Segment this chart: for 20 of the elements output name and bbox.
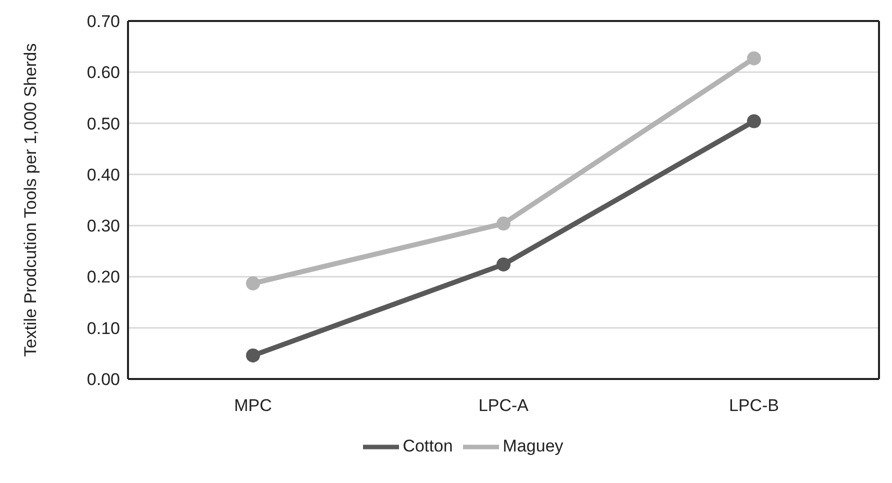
y-tick-label: 0.50 [86,114,120,134]
y-axis-title: Textile Prodcution Tools per 1,000 Sherds [21,43,40,357]
point [246,276,260,290]
y-tick-label: 0.20 [86,268,120,287]
y-tick-label: 0.70 [86,12,120,32]
point [246,348,260,362]
point [747,114,761,128]
x-tick-label: LPC-B [728,396,780,416]
point [496,257,510,272]
legend-label: Maguey [502,436,564,456]
legend-label: Cotton [402,436,453,456]
y-tick-label: 0.10 [86,318,120,338]
point [747,51,761,66]
y-tick-label: 0.40 [86,165,120,184]
y-tick-label: 0.00 [86,370,120,390]
x-tick-label: LPC-A [478,396,530,416]
x-tick-label: MPC [234,396,272,416]
point [496,216,510,231]
y-tick-label: 0.30 [86,216,120,236]
y-tick-label: 0.60 [86,63,120,82]
